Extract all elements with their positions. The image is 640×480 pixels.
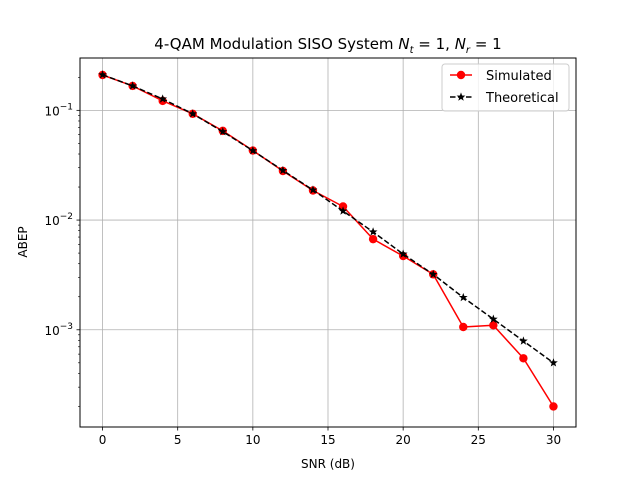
legend: Simulated Theoretical: [441, 63, 570, 112]
data-point-theoretical: [549, 358, 558, 367]
x-tick-label: 0: [99, 433, 107, 447]
x-tick-label: 20: [396, 433, 411, 447]
chart-title-text: 4-QAM Modulation SISO System: [154, 35, 393, 53]
data-point-theoretical: [398, 249, 408, 258]
data-point-theoretical: [308, 185, 318, 194]
x-tick-label: 10: [245, 433, 260, 447]
y-tick-label-exponent: −2: [60, 212, 73, 222]
data-point-theoretical: [128, 81, 137, 90]
data-point-theoretical: [488, 314, 498, 323]
data-point-theoretical: [188, 109, 198, 118]
legend-simulated-label: Simulated: [486, 69, 552, 84]
legend-simulated-marker: [456, 70, 466, 80]
x-tick-label: 25: [471, 433, 486, 447]
y-tick-label-base: 10: [44, 214, 59, 228]
data-point-theoretical: [278, 165, 288, 175]
data-point-theoretical: [338, 206, 348, 215]
series-layer: [98, 70, 558, 411]
legend-theoretical-marker: [456, 92, 466, 101]
data-point-simulated: [368, 234, 378, 244]
x-tick-label: 15: [320, 433, 335, 447]
data-point-theoretical: [519, 336, 528, 345]
title-math-n: N: [398, 35, 409, 53]
legend-box: [441, 63, 570, 112]
data-point-simulated: [549, 402, 558, 411]
series-line-simulated: [102, 74, 555, 407]
y-tick-label: 10−2: [44, 212, 73, 228]
data-point-theoretical: [98, 70, 107, 79]
data-point-theoretical: [218, 127, 228, 136]
y-tick-label-exponent: −1: [60, 102, 73, 112]
series-line-theoretical: [102, 74, 554, 364]
y-tick-label-base: 10: [44, 324, 59, 338]
x-tick-label: 30: [546, 433, 561, 447]
y-tick-label: 10−3: [44, 322, 73, 338]
title-math-sub-t: t: [410, 45, 415, 56]
x-tick-label: 5: [174, 433, 182, 447]
title-math-sub-r: r: [466, 45, 471, 56]
data-point-theoretical: [248, 146, 258, 155]
y-axis-label: ABEP: [16, 226, 30, 257]
y-tick-label-base: 10: [44, 104, 59, 118]
y-tick-label: 10−1: [44, 102, 73, 118]
legend-theoretical-label: Theoretical: [485, 91, 559, 106]
x-axis-label: SNR (dB): [301, 457, 355, 471]
data-point-theoretical: [458, 292, 468, 302]
title-math-n2: N: [455, 35, 466, 53]
chart-title: 4-QAM Modulation SISO System Nt = 1, Nr …: [154, 35, 501, 56]
y-tick-label-exponent: −3: [60, 322, 73, 332]
title-math-mid: = 1,: [414, 35, 455, 53]
data-point-theoretical: [368, 227, 378, 236]
data-point-theoretical: [428, 269, 438, 279]
data-point-simulated: [489, 321, 498, 330]
data-point-simulated: [519, 354, 528, 363]
title-math-end: = 1: [470, 35, 502, 53]
data-point-theoretical: [158, 94, 168, 103]
data-point-simulated: [459, 322, 468, 332]
